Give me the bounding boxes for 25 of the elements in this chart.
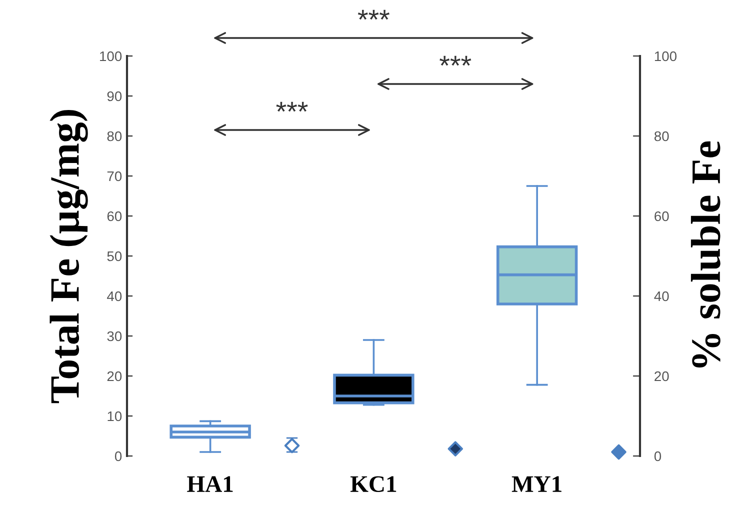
y2-tick-label: 100 [654,51,677,62]
y-tick-label: 70 [107,171,122,182]
y-tick-label: 40 [107,291,122,302]
y2-tick-label: 0 [654,451,662,462]
y-tick-label: 0 [114,451,122,462]
y-tick-label: 60 [107,211,122,222]
y-tick-label: 80 [107,131,122,142]
y-axis-title: Total Fe (µg/mg) [50,110,88,404]
y-tick-label: 30 [107,331,122,342]
y-tick-label: 100 [100,51,122,62]
y-tick-label: 50 [107,251,122,262]
x-tick-label: HA1 [187,476,233,492]
annotation: *** [440,56,472,66]
annotation: *** [276,102,308,112]
y2-axis-title: % soluble Fe [690,141,720,368]
y2-tick-label: 40 [654,291,669,302]
x-tick-label: KC1 [350,476,396,492]
y-tick-label: 20 [107,371,122,382]
y-tick-label: 90 [107,91,122,102]
y2-tick-label: 20 [654,371,669,382]
text: *** [358,10,390,20]
y2-tick-label: 60 [654,211,669,222]
y-tick-label: 10 [108,411,122,422]
x-tick-label: MY1 [512,476,562,492]
y2-tick-label: 80 [654,131,669,142]
